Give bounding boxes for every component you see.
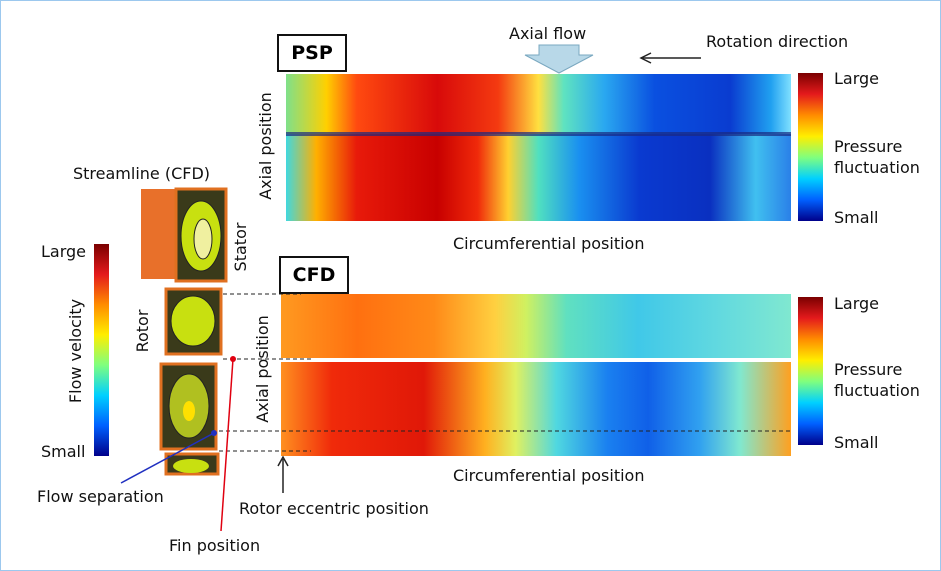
vortex <box>170 295 216 347</box>
vortex <box>173 459 209 473</box>
axial-flow: Axial flow <box>509 24 587 43</box>
psp-label: PSP <box>277 34 347 72</box>
colorbar-low: Small <box>834 433 879 452</box>
arrow-head <box>639 52 652 64</box>
colorbar-low: Small <box>834 208 879 227</box>
cfd-split <box>281 358 791 362</box>
rotation-direction: Rotation direction <box>706 32 849 51</box>
stator-label: Stator <box>231 222 250 272</box>
cfd-y-axis: Axial position <box>253 315 272 423</box>
fin-position: Fin position <box>169 536 261 555</box>
vortex <box>193 218 213 260</box>
colorbar-high: Large <box>834 69 880 88</box>
separation-dot <box>211 430 217 436</box>
psp-split <box>286 132 791 136</box>
axial-flow-arrow <box>524 44 594 74</box>
stator-wall <box>141 189 176 279</box>
psp-colorbar <box>798 73 823 221</box>
colorbar-high: Large <box>834 294 880 313</box>
guides <box>219 293 791 452</box>
arrow-head <box>277 455 289 467</box>
separation-pointer <box>120 432 215 484</box>
streamline-title: Streamline (CFD) <box>73 164 211 183</box>
vortex <box>183 401 195 421</box>
psp-x-axis: Circumferential position <box>453 234 645 253</box>
eccentric-label: Rotor eccentric position <box>239 499 429 518</box>
cfd-colorbar <box>798 297 823 445</box>
velocity-low: Small <box>41 442 86 461</box>
cfd-label: CFD <box>279 256 349 294</box>
cfd-heatmap-top <box>281 294 791 359</box>
rotor-label: Rotor <box>133 309 152 353</box>
fin-dot <box>230 356 236 362</box>
colorbar-title: Pressure fluctuation <box>834 360 920 400</box>
velocity-title: Flow velocity <box>66 298 85 404</box>
psp-heatmap-bottom <box>286 134 791 221</box>
velocity-colorbar <box>94 244 109 456</box>
fin-pointer <box>220 358 234 532</box>
colorbar-title: Pressure fluctuation <box>834 137 920 177</box>
flow-separation: Flow separation <box>37 487 164 506</box>
velocity-high: Large <box>41 242 87 261</box>
psp-y-axis: Axial position <box>256 92 275 200</box>
psp-heatmap-top <box>286 74 791 134</box>
cfd-x-axis: Circumferential position <box>453 466 645 485</box>
cfd-heatmap-bottom <box>281 361 791 456</box>
